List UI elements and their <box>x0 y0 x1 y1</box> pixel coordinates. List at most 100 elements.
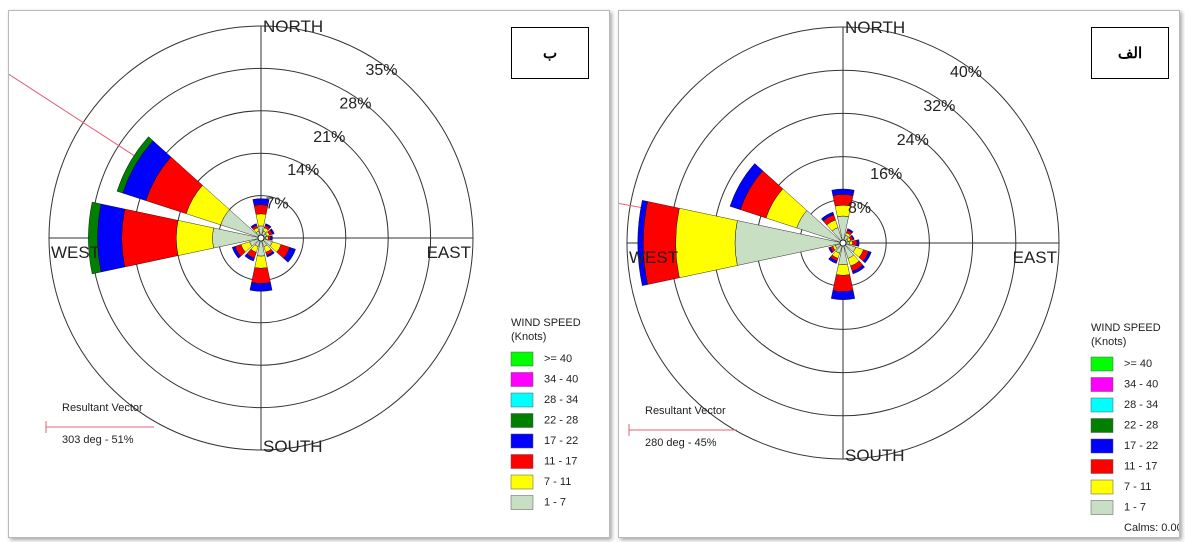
windrose-chart-a: 8% 16% 24% 32% 40% NORTH SOUTH EAST WEST WIND SPE… <box>619 18 1179 534</box>
petal-segment <box>266 251 275 258</box>
petal-segment <box>270 235 273 241</box>
legend-label: 1 - 7 <box>544 497 566 509</box>
petal-segment <box>97 203 125 273</box>
legend-swatch <box>1090 356 1114 372</box>
legend-footer: Calms: 0.00% <box>1124 522 1179 534</box>
petal-segment <box>849 240 853 246</box>
petal-segment <box>830 290 856 300</box>
windrose-panel-a: 8% 16% 24% 32% 40% NORTH SOUTH EAST WEST WIND SPE… <box>618 10 1180 538</box>
petal-segment <box>265 236 269 240</box>
center-dot <box>839 239 847 247</box>
legend-swatch <box>510 351 534 367</box>
legend-label: 28 - 34 <box>544 394 578 406</box>
ring-label: 16% <box>870 166 902 183</box>
legend-title: WIND SPEED <box>511 317 581 329</box>
compass-west: WEST <box>629 248 678 267</box>
compass-south: SOUTH <box>263 437 323 456</box>
petal-segment <box>116 136 154 194</box>
petal-segment <box>637 200 648 286</box>
legend-label: 7 - 11 <box>544 476 571 488</box>
petal-segment <box>828 256 838 264</box>
compass-south: SOUTH <box>845 446 905 465</box>
legend-swatch <box>510 433 534 449</box>
legend-swatch <box>1090 418 1114 433</box>
windrose-panel-b: 7% 14% 21% 28% 35% NORTH SOUTH EAST WEST WIND SPE… <box>8 10 610 538</box>
petal-segment <box>862 251 872 264</box>
petal-segment <box>283 247 296 263</box>
petal-segment <box>249 282 273 292</box>
petal-segment <box>176 220 214 256</box>
legend-subtitle: (Knots) <box>1091 336 1126 348</box>
petal-segment <box>251 267 271 284</box>
legend-label: 11 - 17 <box>544 456 577 468</box>
ring-label: 35% <box>366 62 398 79</box>
petal-segment <box>828 246 834 254</box>
legend-swatch <box>510 454 534 469</box>
legend-label: >= 40 <box>544 353 572 365</box>
resultant-vector-value: 280 deg - 45% <box>645 437 717 449</box>
compass-north: NORTH <box>263 17 323 36</box>
petal-segment <box>267 235 271 241</box>
legend-swatch <box>1090 397 1114 413</box>
ring-label: 7% <box>266 196 289 213</box>
petal-segment <box>852 239 858 247</box>
petal-segment <box>264 223 272 229</box>
legend-label: 22 - 28 <box>544 415 578 427</box>
petal-segment <box>831 188 855 196</box>
ring-label: 24% <box>897 132 929 149</box>
petal-segment <box>851 264 865 275</box>
petal-segment <box>252 198 270 206</box>
legend-label: >= 40 <box>1124 358 1152 370</box>
petal-segment <box>231 246 242 259</box>
resultant-vector-title: Resultant Vector <box>645 405 726 417</box>
resultant-vector-title: Resultant Vector <box>62 402 143 414</box>
resultant-vector-value: 303 deg - 51% <box>62 434 134 446</box>
petal-segment <box>675 207 738 279</box>
petal-segment <box>836 263 850 276</box>
legend-swatch <box>1090 438 1114 454</box>
ring-label: 28% <box>339 95 371 112</box>
legend-label: 1 - 7 <box>1124 502 1146 514</box>
petal-segment <box>269 228 275 235</box>
petal-segment <box>254 255 268 269</box>
legend-label: 22 - 28 <box>1124 420 1158 432</box>
panel-label-a: الف <box>1091 27 1169 79</box>
compass-west: WEST <box>51 243 100 262</box>
panel-label-b: ب <box>511 27 589 79</box>
center-dot <box>257 234 265 242</box>
legend-swatch <box>510 474 534 490</box>
legend-swatch <box>1090 479 1114 495</box>
ring-label: 21% <box>313 129 345 146</box>
legend-label: 11 - 17 <box>1124 461 1157 473</box>
petal-segment <box>821 211 835 222</box>
legend-swatch <box>510 495 534 510</box>
legend-label: 17 - 22 <box>544 435 578 447</box>
legend-label: 34 - 40 <box>1124 379 1158 391</box>
petal-segment <box>856 239 860 247</box>
ring-label: 8% <box>848 200 871 217</box>
petal-segment <box>121 208 179 268</box>
ring-label: 14% <box>287 162 319 179</box>
legend-label: 28 - 34 <box>1124 399 1158 411</box>
petal-segment <box>643 201 680 285</box>
legend-title: WIND SPEED <box>1091 322 1161 334</box>
legend-swatch <box>510 413 534 428</box>
compass-east: EAST <box>1013 248 1057 267</box>
windrose-chart-b: 7% 14% 21% 28% 35% NORTH SOUTH EAST WEST WIND SPE… <box>9 17 581 510</box>
ring-label: 40% <box>950 64 982 81</box>
ring-label: 32% <box>923 98 955 115</box>
legend-swatch <box>1090 459 1114 474</box>
petal-segment <box>244 253 255 262</box>
petal-segment <box>850 234 855 240</box>
legend-label: 7 - 11 <box>1124 481 1151 493</box>
legend-subtitle: (Knots) <box>511 331 546 343</box>
legend-swatch <box>1090 377 1114 392</box>
petal-segment <box>255 213 267 227</box>
legend-label: 34 - 40 <box>544 374 578 386</box>
petal-segment <box>88 201 102 275</box>
petal-segment <box>846 228 854 234</box>
legend-swatch <box>510 372 534 387</box>
compass-east: EAST <box>427 243 471 262</box>
petal-segment <box>729 163 764 210</box>
petal-segment <box>250 223 258 229</box>
